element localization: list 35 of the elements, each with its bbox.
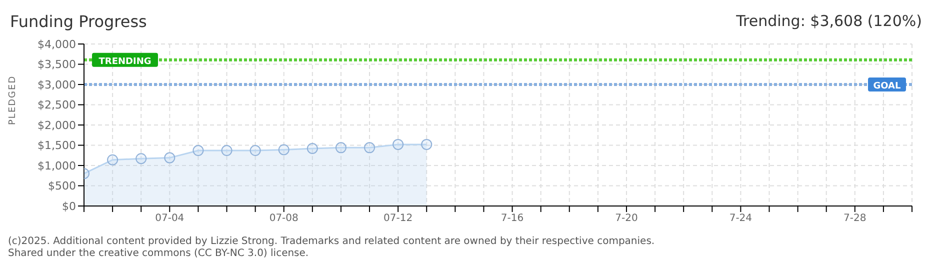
x-tick-label: 7-28 [844,213,866,224]
chart-title: Funding Progress [10,12,147,31]
point [421,138,432,150]
point [335,142,346,154]
x-tick-label: 7-20 [615,213,638,224]
y-tick-label: $2,500 [38,98,76,112]
y-axis-title: PLEDGED [8,75,18,125]
point [392,138,404,150]
chart-subtitle: Trending: $3,608 (120%) [736,12,922,30]
point [164,152,176,164]
point [278,144,290,156]
y-tick-label: $1,500 [38,139,76,152]
y-tick-label: $2,000 [38,118,76,132]
x-tick-label: 7-24 [729,213,752,224]
y-tick-label: $500 [48,180,76,193]
text: Shared under the creative commons (CC BY-NC 3.0) license. [8,248,310,260]
point [136,153,147,164]
x-tick-label: 07-12 [384,213,413,224]
point [364,142,376,154]
ref-line-label: TRENDING [98,56,152,67]
point [221,145,232,156]
point [306,142,318,154]
point [250,145,261,156]
text: (c)2025. Additional content provided by Lizzie Strong. Trademarks and related content are owned by their respective companies. [8,236,655,248]
point [192,145,204,156]
x-tick-label: 07-04 [155,213,184,224]
x-tick-label: 07-08 [269,213,298,224]
y-tick-label: $1,000 [38,159,76,172]
y-tick-label: $3,500 [38,58,76,72]
y-tick-label: $4,000 [38,38,76,51]
point [107,154,118,166]
y-tick-label: $3,000 [38,78,76,92]
y-tick-label: $0 [62,200,76,213]
x-tick-label: 7-16 [500,213,524,224]
ref-line-label: GOAL [873,82,902,92]
